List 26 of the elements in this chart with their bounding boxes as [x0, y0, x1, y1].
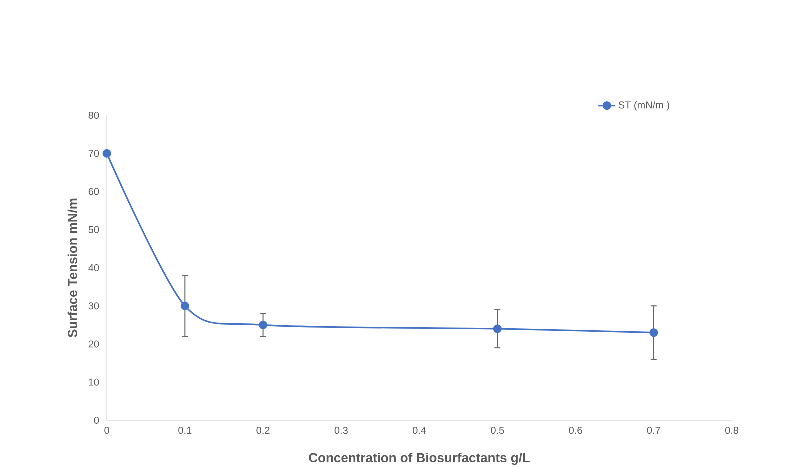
y-tick-label: 70 [88, 150, 100, 157]
y-tick-label: 40 [88, 264, 100, 272]
x-tick-label: 0.8 [725, 426, 739, 434]
point [102, 149, 112, 158]
y-axis-title: Surface Tension mN/m [68, 198, 78, 338]
x-tick-label: 0.2 [256, 426, 270, 434]
point [258, 320, 268, 330]
y-tick-label: 50 [88, 226, 100, 234]
point [650, 328, 658, 337]
x-axis-title: Concentration of Biosurfactants g/L [309, 452, 530, 465]
y-tick-label: 10 [89, 378, 100, 386]
y-tick-label: 20 [88, 340, 100, 348]
x-tick-label: 0.5 [491, 426, 504, 434]
x-tick-label: 0.1 [178, 426, 192, 434]
y-tick-label: 80 [88, 112, 100, 119]
x-tick-label: 0 [104, 426, 110, 434]
y-tick-label: 30 [88, 302, 100, 310]
legend-label: ST (mN/m ) [618, 101, 670, 110]
x-tick-label: 0.7 [647, 426, 660, 434]
point [180, 302, 190, 310]
x-tick-label: 0.3 [334, 426, 348, 434]
x-tick-label: 0.6 [569, 426, 582, 434]
y-tick-label: 0 [94, 416, 100, 424]
x-tick-label: 0.4 [412, 426, 426, 434]
point [493, 324, 502, 334]
y-tick-label: 60 [88, 188, 100, 196]
